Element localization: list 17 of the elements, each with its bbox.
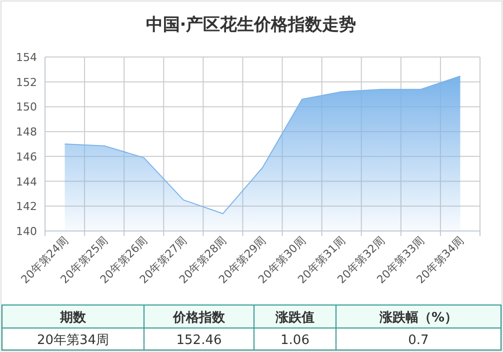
y-tick-label: 140 [16, 225, 37, 238]
y-tick-label: 148 [16, 126, 37, 139]
chart-title: 中国·产区花生价格指数走势 [146, 15, 356, 35]
y-tick-label: 144 [16, 175, 37, 188]
text: 涨跌幅（%） [378, 310, 458, 326]
text: 期数 [59, 310, 87, 326]
text: 152.46 [176, 333, 222, 348]
y-tick-label: 146 [16, 150, 37, 164]
y-tick-label: 152 [16, 76, 37, 89]
text: 涨跌值 [274, 310, 314, 326]
y-tick-label: 150 [16, 100, 37, 114]
y-tick-label: 142 [16, 200, 37, 214]
text: 1.06 [280, 333, 310, 348]
text: 0.7 [408, 333, 429, 348]
text: 价格指数 [172, 310, 226, 326]
y-tick-label: 154 [16, 51, 37, 64]
text: 20年第34周 [36, 333, 110, 348]
